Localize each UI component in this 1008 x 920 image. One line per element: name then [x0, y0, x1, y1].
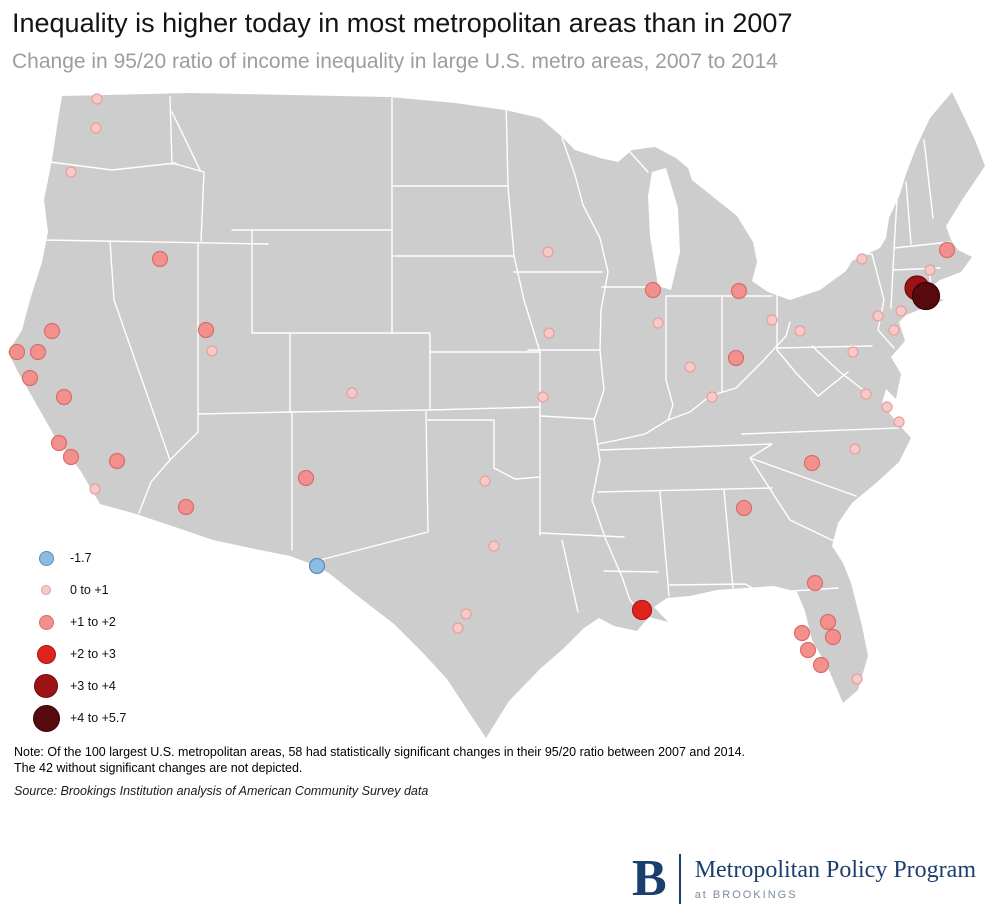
metro-dot [847, 346, 859, 358]
metro-dot [766, 314, 778, 326]
metro-dot [730, 282, 748, 300]
metro-dot [856, 253, 868, 265]
note-line-2: The 42 without significant changes are n… [14, 761, 303, 775]
legend-label: +3 to +4 [70, 679, 116, 693]
metro-dot [542, 246, 554, 258]
metro-dot [21, 369, 39, 387]
metro-dot [50, 434, 68, 452]
state-borders [43, 96, 951, 615]
metro-dot [706, 391, 718, 403]
legend-dot-4-to-5-7 [32, 704, 60, 732]
metro-dot [860, 388, 872, 400]
metro-dot [29, 343, 47, 361]
metro-dot [151, 250, 169, 268]
lake-michigan [648, 168, 680, 290]
metro-dot [924, 264, 936, 276]
metro-dot [543, 327, 555, 339]
metro-dot [849, 443, 861, 455]
metro-dot [62, 448, 80, 466]
metro-dot [65, 166, 77, 178]
metro-dot [308, 557, 326, 575]
metro-dot [297, 469, 315, 487]
metro-dot [803, 454, 821, 472]
metro-dot [806, 574, 824, 592]
metro-dot [644, 281, 662, 299]
legend-item: +1 to +2 [30, 606, 126, 638]
metro-dot [872, 310, 884, 322]
metro-dot [537, 391, 549, 403]
metro-dot [794, 325, 806, 337]
legend-item: 0 to +1 [30, 574, 126, 606]
map-legend: -1.7 0 to +1 +1 to +2 +2 to +3 +3 to +4 … [30, 542, 126, 734]
metro-dot [888, 324, 900, 336]
chart-title: Inequality is higher today in most metro… [12, 8, 793, 38]
metro-dot [108, 452, 126, 470]
legend-label: -1.7 [70, 551, 92, 565]
legend-dot-2-to-3 [36, 644, 56, 664]
metro-dot [452, 622, 464, 634]
legend-dot-1-to-2 [38, 614, 54, 630]
metro-dots-layer [8, 93, 956, 685]
metro-dot [812, 656, 830, 674]
legend-label: +4 to +5.7 [70, 711, 127, 725]
metro-dot [89, 483, 101, 495]
legend-label: 0 to +1 [70, 583, 109, 597]
metro-dot [895, 305, 907, 317]
legend-label: +1 to +2 [70, 615, 116, 629]
legend-dot-negative [38, 550, 54, 566]
legend-item: +4 to +5.7 [30, 702, 126, 734]
metro-dot [881, 401, 893, 413]
legend-item: +3 to +4 [30, 670, 126, 702]
brookings-footer: B Metropolitan Policy Program at BROOKIN… [632, 853, 976, 905]
metro-dot [893, 416, 905, 428]
metro-dot [8, 343, 26, 361]
brookings-logo: B [632, 850, 667, 907]
note-line-1: Note: Of the 100 largest U.S. metropolit… [14, 745, 745, 759]
metro-dot [346, 387, 358, 399]
metro-dot [90, 122, 102, 134]
metro-dot [488, 540, 500, 552]
metro-dot [851, 673, 863, 685]
metro-dot [55, 388, 73, 406]
program-subtitle: at BROOKINGS [694, 888, 798, 901]
metro-dot [735, 499, 753, 517]
metro-dot [684, 361, 696, 373]
metro-dot [631, 599, 653, 621]
metro-dot [91, 93, 103, 105]
metro-dot [479, 475, 491, 487]
metro-dot [824, 628, 842, 646]
metro-dot [727, 349, 745, 367]
metro-dot [799, 641, 817, 659]
metro-dot [938, 241, 956, 259]
metro-dot [793, 624, 811, 642]
legend-dot-0-to-1 [41, 585, 51, 595]
metro-dot [911, 281, 941, 311]
metro-dot [206, 345, 218, 357]
metro-dot [177, 498, 195, 516]
legend-item: -1.7 [30, 542, 126, 574]
legend-dot-3-to-4 [34, 674, 58, 698]
program-name: Metropolitan Policy Program [694, 857, 976, 884]
source-text: Source: Brookings Institution analysis o… [14, 784, 429, 798]
legend-item: +2 to +3 [30, 638, 126, 670]
metro-dot [460, 608, 472, 620]
metro-dot [652, 317, 664, 329]
note-text: Note: Of the 100 largest U.S. metropolit… [14, 744, 745, 776]
footer-divider [678, 854, 681, 904]
metro-dot [819, 613, 837, 631]
legend-label: +2 to +3 [70, 647, 116, 661]
chart-subtitle: Change in 95/20 ratio of income inequali… [12, 50, 778, 73]
metro-dot [43, 322, 61, 340]
metro-dot [197, 321, 215, 339]
